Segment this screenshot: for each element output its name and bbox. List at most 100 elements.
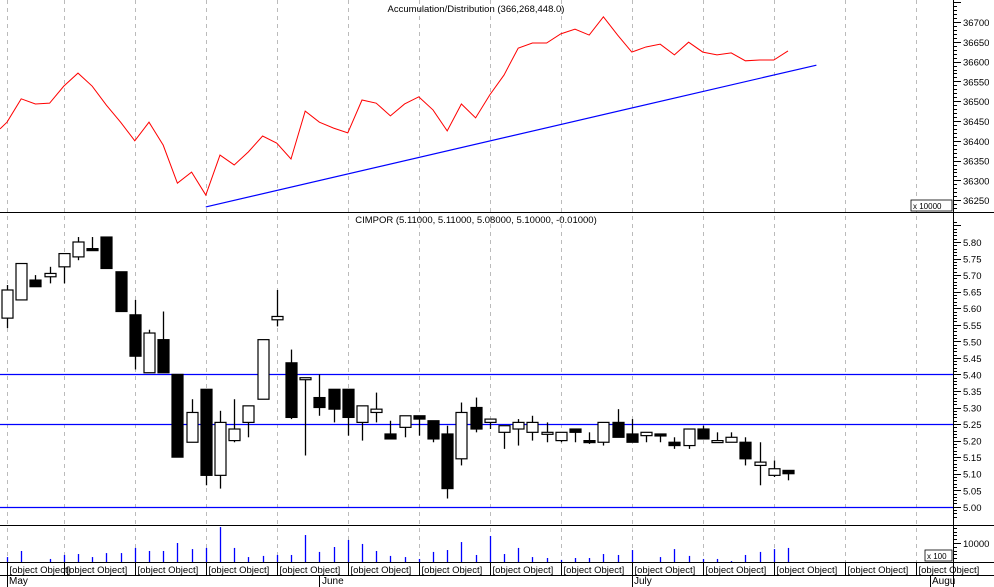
date-label: [object Object] — [280, 565, 341, 576]
candle-body-up — [640, 431, 653, 437]
candle-body-down — [697, 428, 710, 440]
candle-body-down — [612, 421, 625, 438]
date-label: [object Object] — [493, 565, 554, 576]
candle — [328, 388, 341, 423]
candle — [455, 402, 468, 466]
price-y-tick-label: 5.50 — [963, 337, 982, 348]
candle — [214, 410, 227, 489]
price-y-tick-label: 5.40 — [963, 370, 982, 381]
date-label: [object Object] — [919, 565, 980, 576]
candle — [115, 271, 128, 313]
month-label-june: June — [322, 576, 344, 587]
price-y-tick-label: 5.65 — [963, 288, 982, 299]
candle-body-down — [86, 248, 99, 252]
candle-body-down — [100, 236, 113, 270]
candle — [171, 373, 184, 458]
candle-body-down — [583, 440, 596, 444]
candle — [200, 388, 213, 486]
candle-body-up — [271, 315, 284, 321]
candle-body-down — [427, 420, 440, 440]
ad-multiplier-box — [910, 199, 953, 212]
ad-y-tick-label: 36450 — [963, 117, 989, 128]
date-label: [object Object] — [138, 565, 199, 576]
candle — [257, 339, 270, 400]
candle-body-up — [526, 421, 539, 433]
candle-body-down — [654, 433, 667, 437]
candle — [427, 420, 440, 443]
price-panel: CIMPOR (5.11000, 5.11000, 5.08000, 5.100… — [0, 215, 953, 509]
candle-body-down — [384, 433, 397, 440]
date-label: [object Object] — [706, 565, 767, 576]
candle-body-up — [370, 408, 383, 414]
candle-body-up — [725, 436, 738, 443]
date-label: [object Object] — [67, 565, 128, 576]
candle — [441, 425, 454, 499]
candle — [143, 329, 156, 374]
month-label-may: May — [9, 576, 28, 587]
ad-y-tick-label: 36700 — [963, 18, 989, 29]
ad-y-tick-label: 36400 — [963, 137, 989, 148]
candle-body-up — [1, 289, 14, 319]
candle — [129, 299, 142, 370]
candle-body-down — [285, 362, 298, 419]
candle-body-down — [171, 373, 184, 458]
candle-body-up — [242, 405, 255, 423]
candle-body-down — [313, 396, 326, 409]
candle — [569, 428, 582, 443]
candle — [384, 420, 397, 440]
price-title: CIMPOR (5.11000, 5.11000, 5.08000, 5.100… — [355, 215, 597, 226]
ad-y-tick-label: 36250 — [963, 196, 989, 207]
ad-title: Accumulation/Distribution (366,268,448.0… — [388, 4, 565, 15]
price-y-tick-label: 5.35 — [963, 387, 982, 398]
candle-body-down — [342, 388, 355, 419]
candle — [484, 418, 497, 430]
candle-body-up — [512, 421, 525, 430]
candle — [768, 460, 781, 478]
candle — [370, 392, 383, 423]
date-label: [object Object] — [635, 565, 696, 576]
candle — [285, 349, 298, 420]
date-label: [object Object] — [10, 565, 71, 576]
candle-body-up — [356, 405, 369, 423]
candle — [754, 442, 767, 486]
price-y-tick-label: 5.20 — [963, 437, 982, 448]
candle — [72, 237, 85, 261]
candle-body-up — [711, 440, 724, 444]
candle-body-down — [413, 415, 426, 420]
price-y-tick-label: 5.15 — [963, 453, 982, 464]
candle-body-up — [597, 421, 610, 443]
candle-body-up — [555, 431, 568, 442]
price-y-tick-label: 5.30 — [963, 404, 982, 415]
price-y-tick-label: 5.60 — [963, 304, 982, 315]
ad-y-tick-label: 36550 — [963, 77, 989, 88]
candle — [541, 422, 554, 443]
candle — [15, 262, 28, 301]
candle — [342, 388, 355, 436]
date-label: [object Object] — [351, 565, 412, 576]
price-y-tick-label: 5.70 — [963, 271, 982, 282]
ad-trendline — [205, 64, 817, 208]
candle — [242, 405, 255, 438]
candle — [668, 437, 681, 449]
candle-body-down — [626, 433, 639, 443]
volume-panel — [6, 527, 790, 562]
date-label: [object Object] — [848, 565, 909, 576]
grid-lines — [7, 0, 917, 562]
candle — [697, 425, 710, 440]
candle-body-up — [58, 252, 71, 268]
candle-body-up — [72, 241, 85, 258]
date-label: [object Object] — [777, 565, 838, 576]
candle-body-down — [470, 406, 483, 430]
ad-y-tick-label: 36500 — [963, 97, 989, 108]
candle — [58, 252, 71, 284]
candle-body-down — [739, 441, 752, 460]
price-y-tick-label: 5.00 — [963, 503, 982, 514]
candle — [1, 285, 14, 329]
volume-y-tick-label: 10000 — [963, 539, 989, 550]
candle-body-up — [44, 272, 57, 278]
candle-body-up — [399, 415, 412, 428]
candle-body-up — [186, 411, 199, 443]
price-y-tick-label: 5.80 — [963, 238, 982, 249]
candle — [44, 266, 57, 284]
